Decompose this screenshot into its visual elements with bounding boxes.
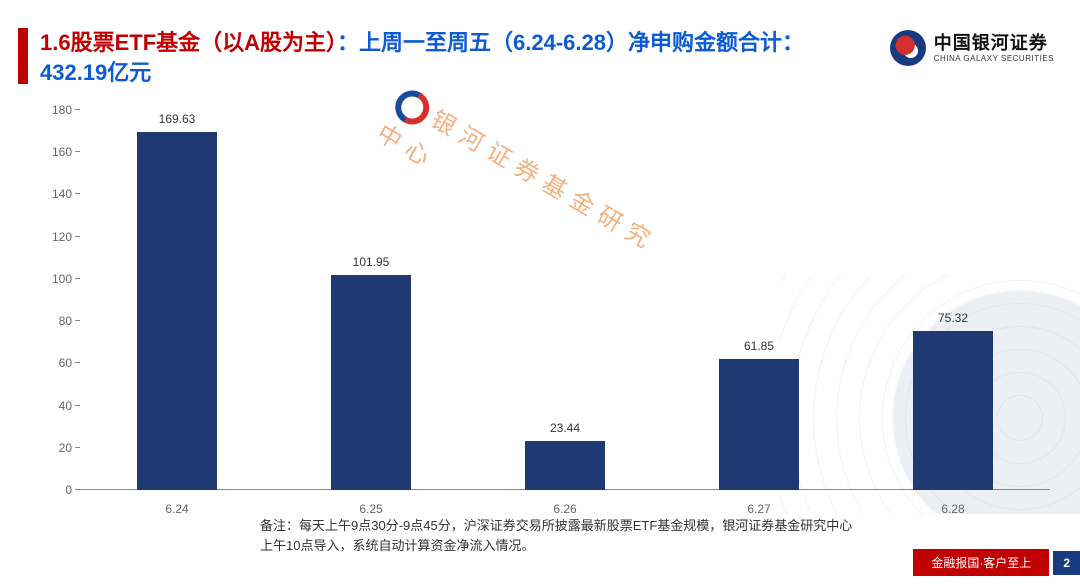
- bar-value-label: 101.95: [353, 255, 390, 269]
- brand-logo: 中国银河证券 CHINA GALAXY SECURITIES: [890, 30, 1054, 66]
- y-tick-mark: [75, 489, 80, 490]
- bar-column: 61.856.27: [699, 110, 819, 490]
- slide-root: 1.6股票ETF基金（以A股为主）：上周一至周五（6.24-6.28）净申购金额…: [0, 0, 1080, 584]
- y-tick-mark: [75, 109, 80, 110]
- y-tick-label: 80: [59, 314, 72, 328]
- title-text: 1.6股票ETF基金（以A股为主）：上周一至周五（6.24-6.28）净申购金额…: [40, 28, 838, 88]
- plot-area: 169.636.24 101.956.25 23.446.26 61.856.27 75…: [80, 110, 1050, 490]
- bar: [137, 132, 217, 490]
- y-tick-label: 180: [52, 103, 72, 117]
- y-tick-mark: [75, 236, 80, 237]
- y-tick-mark: [75, 193, 80, 194]
- y-tick-label: 160: [52, 145, 72, 159]
- bar-column: 75.326.28: [893, 110, 1013, 490]
- brand-logo-cn: 中国银河证券: [934, 34, 1054, 52]
- bar-value-label: 23.44: [550, 421, 580, 435]
- bar-chart: 020406080100120140160180 169.636.24101.9…: [20, 100, 1060, 530]
- title-middle: ：上周一至周五（6.24-6.28）净申购金额合计：: [337, 30, 804, 55]
- bar-column: 23.446.26: [505, 110, 625, 490]
- slide-title: 1.6股票ETF基金（以A股为主）：上周一至周五（6.24-6.28）净申购金额…: [18, 28, 838, 88]
- x-category-label: 6.26: [553, 502, 576, 516]
- x-category-label: 6.25: [359, 502, 382, 516]
- y-tick-label: 120: [52, 230, 72, 244]
- y-tick-mark: [75, 151, 80, 152]
- x-category-label: 6.24: [165, 502, 188, 516]
- y-tick-label: 60: [59, 356, 72, 370]
- y-tick-mark: [75, 278, 80, 279]
- footer-bar: 金融报国·客户至上 2: [913, 549, 1080, 576]
- y-tick-label: 20: [59, 441, 72, 455]
- y-tick-label: 0: [65, 483, 72, 497]
- y-tick-mark: [75, 447, 80, 448]
- footnote-line-1: 备注：每天上午9点30分-9点45分，沪深证券交易所披露最新股票ETF基金规模，…: [260, 516, 852, 536]
- footnote: 备注：每天上午9点30分-9点45分，沪深证券交易所披露最新股票ETF基金规模，…: [260, 516, 852, 556]
- y-tick-label: 140: [52, 187, 72, 201]
- footer-slogan: 金融报国·客户至上: [913, 549, 1049, 576]
- bar-column: 101.956.25: [311, 110, 431, 490]
- x-category-label: 6.28: [941, 502, 964, 516]
- brand-logo-en: CHINA GALAXY SECURITIES: [934, 55, 1054, 63]
- y-tick-mark: [75, 405, 80, 406]
- y-tick-mark: [75, 362, 80, 363]
- title-accent-bar: [18, 28, 28, 84]
- bar: [525, 441, 605, 490]
- bar-value-label: 169.63: [159, 112, 196, 126]
- bar: [719, 359, 799, 490]
- footnote-line-2: 上午10点导入，系统自动计算资金净流入情况。: [260, 536, 852, 556]
- title-prefix: 1.6股票ETF基金（以A股为主）: [40, 30, 337, 55]
- bars-container: 169.636.24 101.956.25 23.446.26 61.856.27 75…: [80, 110, 1050, 490]
- title-highlight: 432.19亿元: [40, 60, 151, 85]
- bar-value-label: 75.32: [938, 311, 968, 325]
- page-number: 2: [1053, 551, 1080, 575]
- bar-value-label: 61.85: [744, 339, 774, 353]
- x-category-label: 6.27: [747, 502, 770, 516]
- y-tick-mark: [75, 320, 80, 321]
- bar: [913, 331, 993, 490]
- bar: [331, 275, 411, 490]
- y-tick-label: 40: [59, 399, 72, 413]
- bar-column: 169.636.24: [117, 110, 237, 490]
- y-tick-label: 100: [52, 272, 72, 286]
- y-axis: 020406080100120140160180: [20, 110, 80, 490]
- brand-logo-mark: [890, 30, 926, 66]
